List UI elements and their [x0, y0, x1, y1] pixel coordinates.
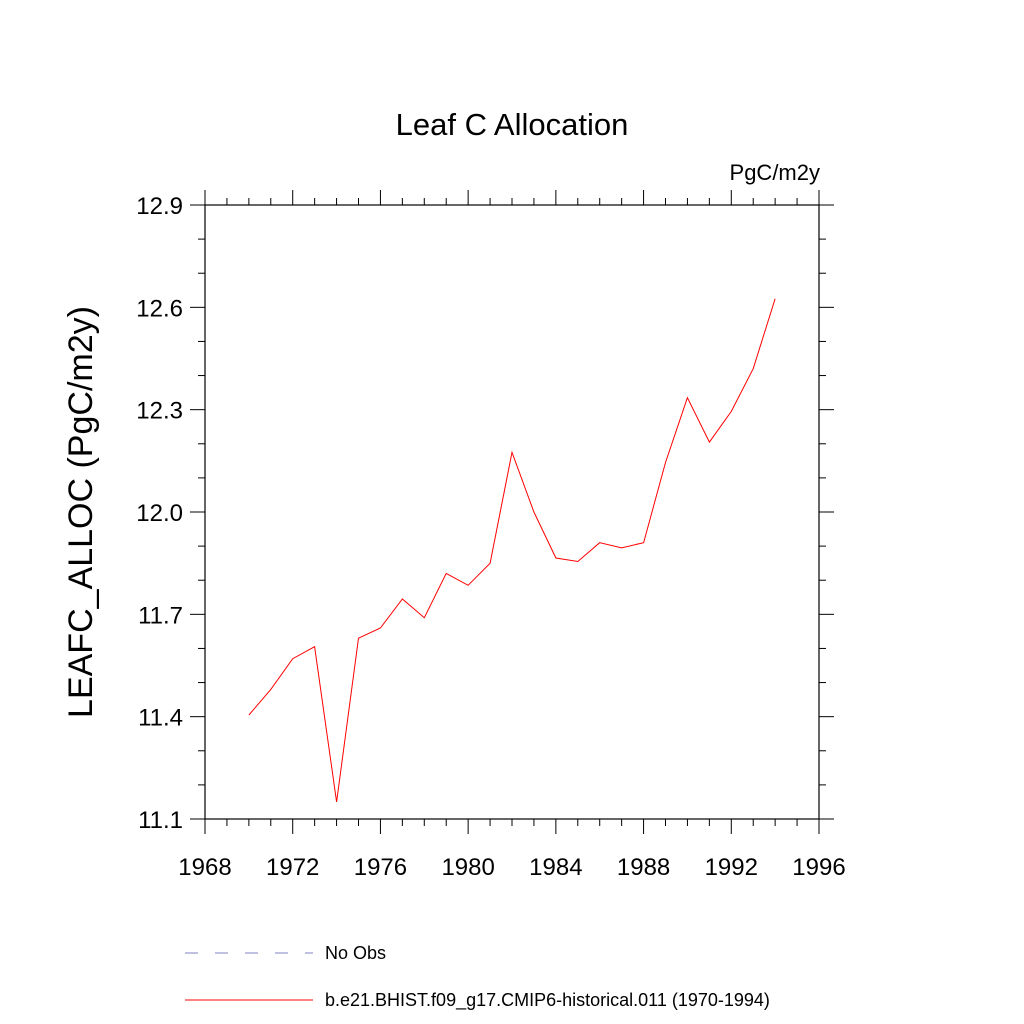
- x-tick-label: 1972: [266, 854, 319, 881]
- tick-labels: 1968 1972 1976 1980 1984 1988 1992 1996 11.1 11.4…: [136, 193, 845, 881]
- x-tick-label: 1988: [617, 854, 670, 881]
- chart-title: Leaf C Allocation: [396, 107, 629, 142]
- y-tick-label: 12.3: [136, 398, 183, 425]
- x-tick-label: 1976: [354, 854, 407, 881]
- x-tick-label: 1968: [178, 854, 231, 881]
- y-axis-label: LEAFC_ALLOC (PgC/m2y): [62, 306, 100, 718]
- series-layer: [248, 298, 776, 802]
- y-tick-label: 11.4: [138, 705, 183, 732]
- plot-frame: [204, 204, 820, 820]
- legend: No Obs b.e21.BHIST.f09_g17.CMIP6-histori…: [185, 943, 770, 1011]
- y-tick-label: 11.1: [138, 807, 183, 834]
- legend-label-no-obs: No Obs: [325, 943, 386, 963]
- x-tick-label: 1984: [529, 854, 582, 881]
- series-line-historical: [248, 298, 776, 802]
- y-tick-label: 12.6: [136, 295, 183, 322]
- units-label: PgC/m2y: [730, 160, 820, 185]
- legend-label-historical: b.e21.BHIST.f09_g17.CMIP6-historical.011…: [325, 990, 770, 1011]
- axis-ticks: [190, 190, 834, 834]
- x-tick-label: 1980: [441, 854, 494, 881]
- y-tick-label: 11.7: [138, 602, 183, 629]
- x-tick-label: 1996: [792, 854, 845, 881]
- x-tick-label: 1992: [705, 854, 758, 881]
- y-tick-label: 12.9: [136, 193, 183, 220]
- y-tick-label: 12.0: [136, 500, 183, 527]
